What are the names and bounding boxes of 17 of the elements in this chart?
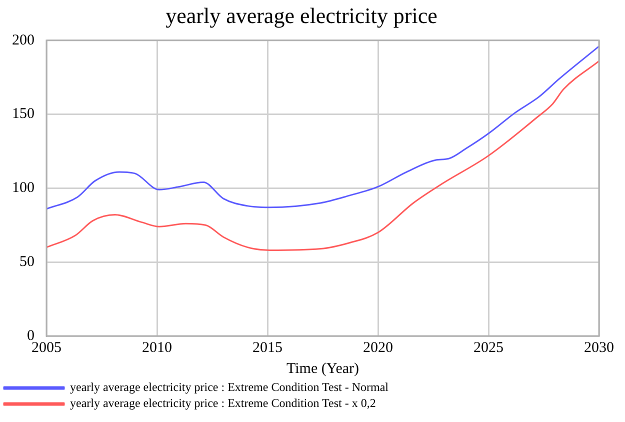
- x-tick-label: 2030: [584, 340, 614, 356]
- y-tick-label: 200: [12, 32, 34, 48]
- x-axis-title: Time (Year): [286, 360, 360, 377]
- legend-label: yearly average electricity price : Extreme Condition Test - Normal: [70, 380, 390, 394]
- y-tick-label: 50: [20, 254, 34, 270]
- chart-title: yearly average electricity price: [166, 2, 438, 28]
- y-tick-label: 0: [27, 328, 34, 344]
- x-tick-label: 2025: [474, 340, 504, 356]
- y-tick-label: 150: [12, 106, 34, 122]
- y-tick-label: 100: [12, 180, 34, 196]
- line-series: [46, 60, 599, 252]
- x-tick-label: 2005: [32, 340, 62, 356]
- x-tick-label: 2010: [142, 340, 172, 356]
- line-series: [46, 46, 599, 210]
- x-tick-label: 2020: [363, 340, 393, 356]
- x-tick-label: 2015: [252, 340, 282, 356]
- legend-label: yearly average electricity price : Extreme Condition Test - x 0,2: [70, 396, 376, 410]
